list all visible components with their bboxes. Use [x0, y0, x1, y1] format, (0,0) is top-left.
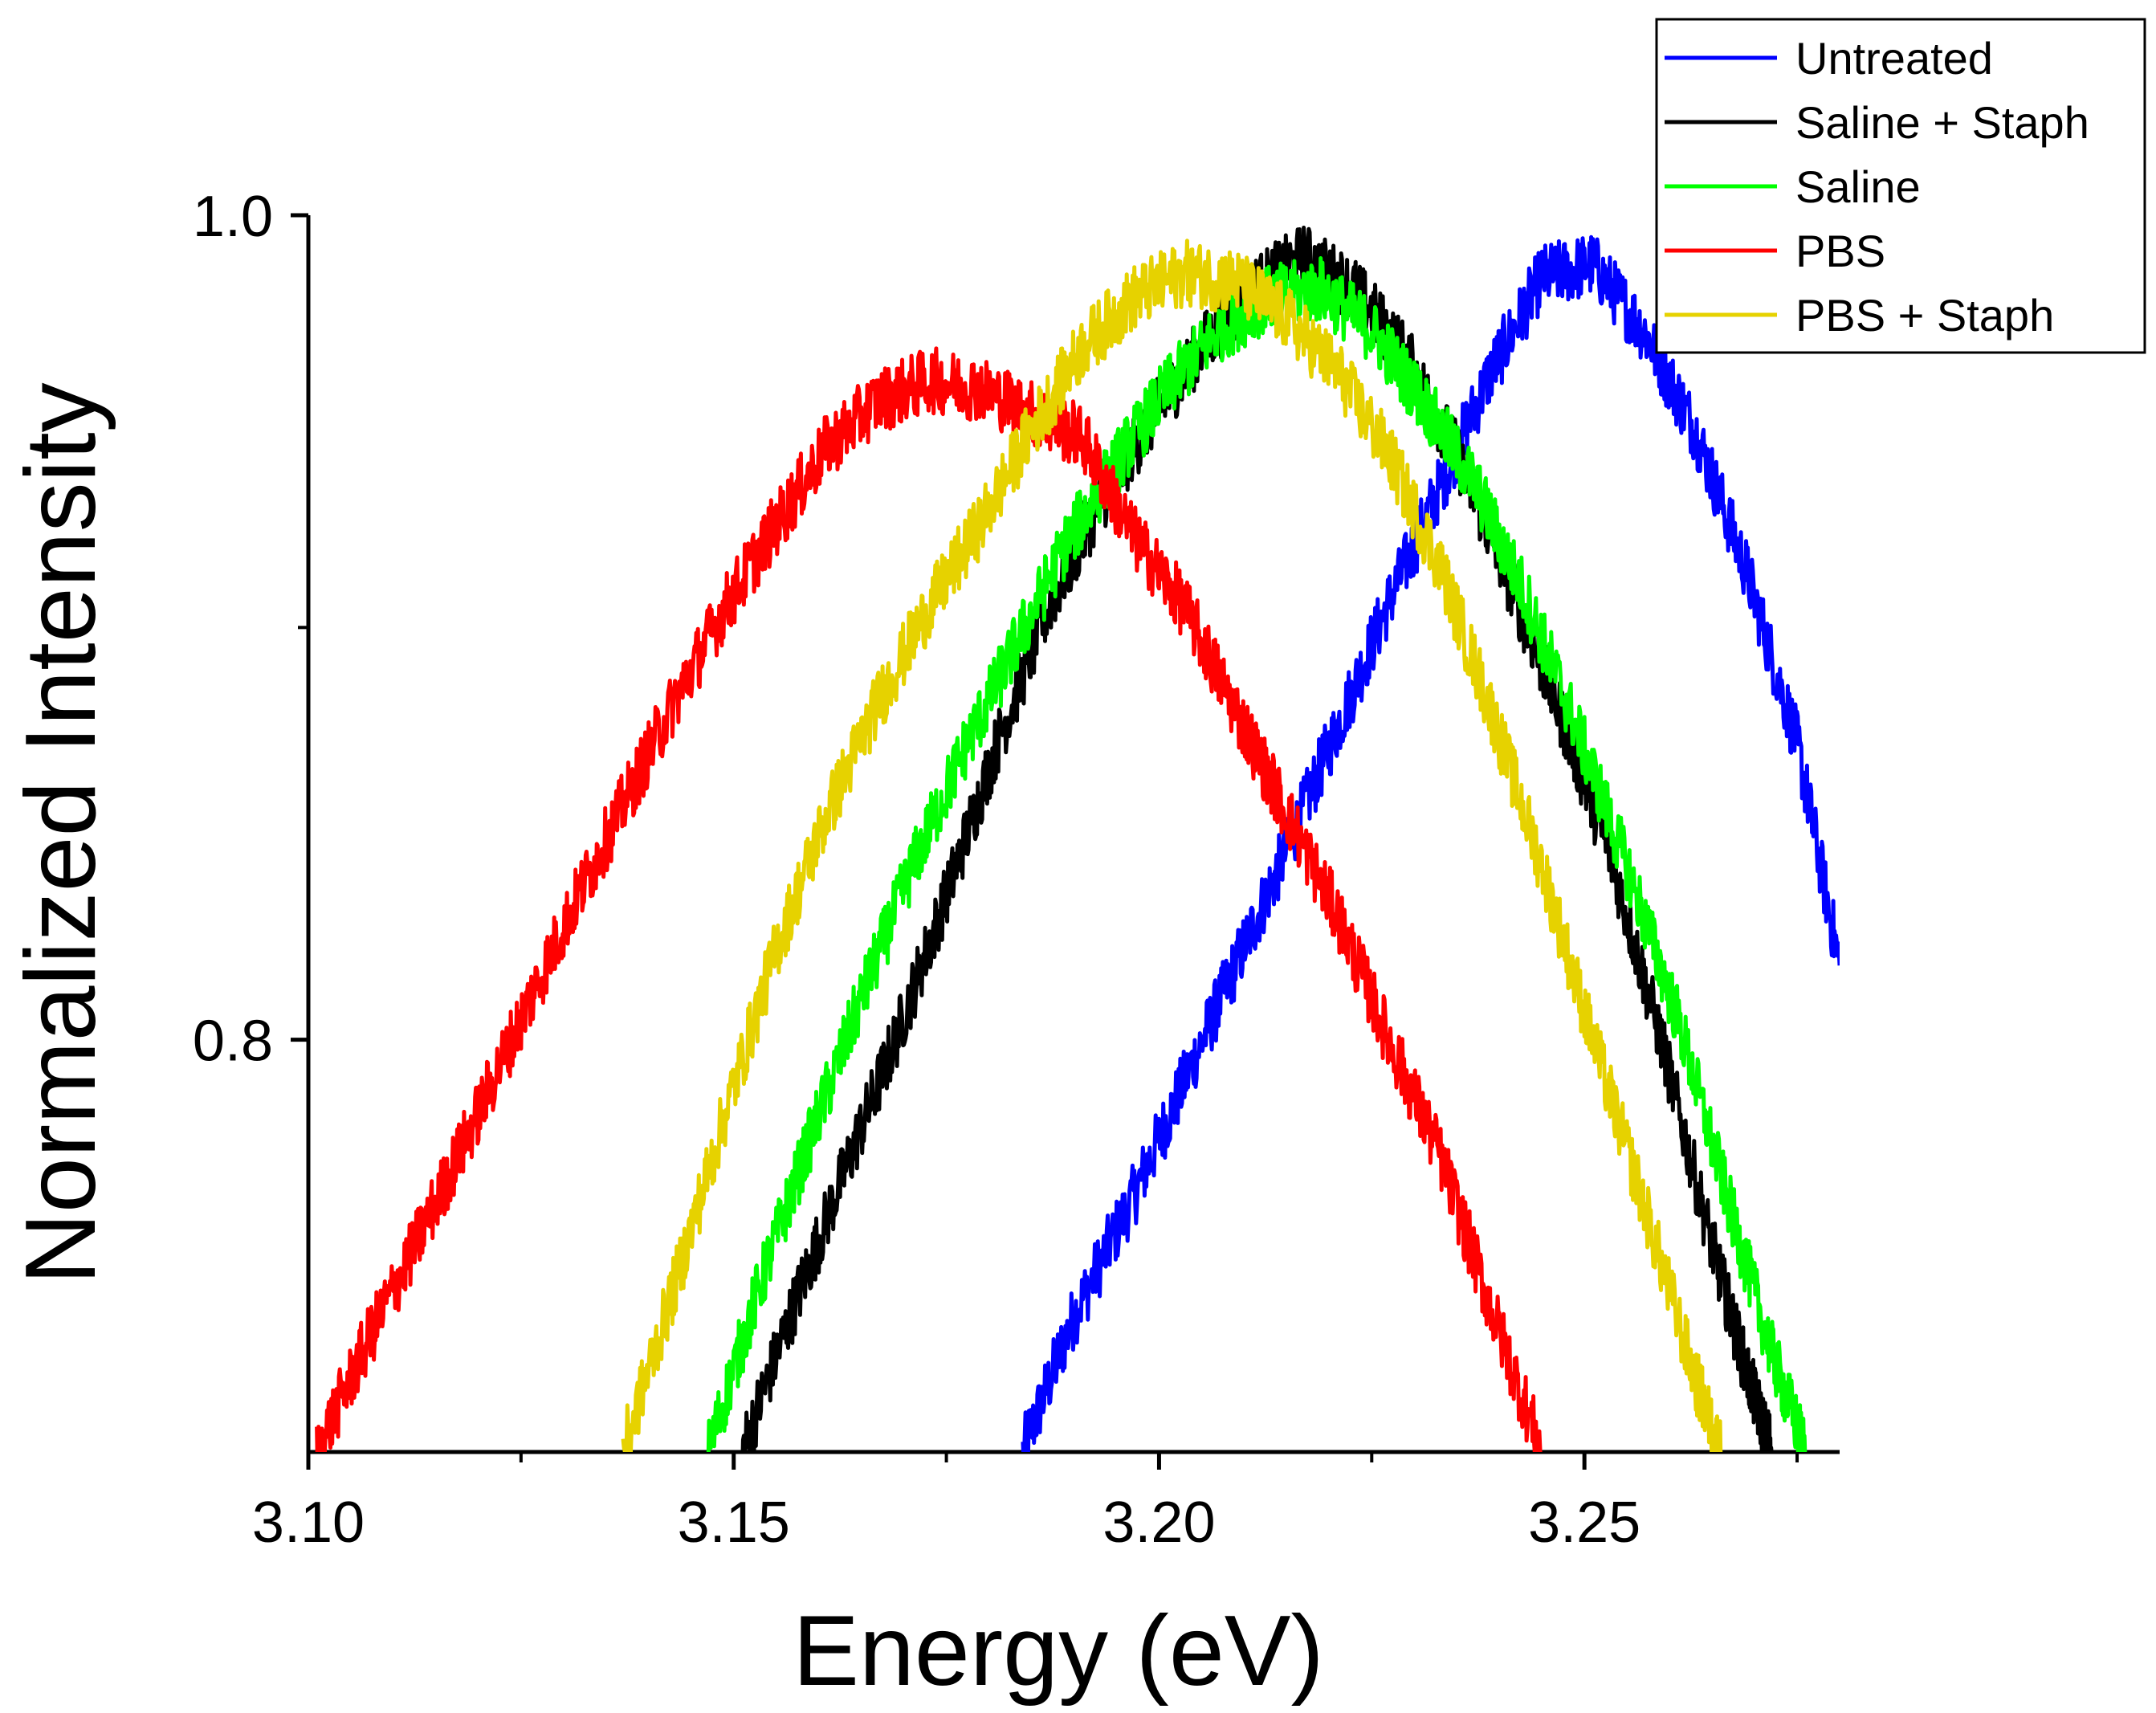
y-tick-label: 1.0 [193, 185, 273, 249]
legend-label: Saline [1795, 161, 1921, 212]
legend-label: Untreated [1795, 33, 1993, 84]
x-axis-title: Energy (eV) [793, 1596, 1324, 1707]
spectrum-chart: 3.10 3.15 3.20 3.25 0.8 1.0 Energy (eV) Norm… [0, 0, 2156, 1713]
legend-label: PBS [1795, 226, 1885, 276]
x-tick-label: 3.20 [1102, 1491, 1215, 1555]
x-tick-label: 3.15 [678, 1491, 790, 1555]
series-layer [317, 228, 1840, 1482]
y-tick-group: 0.8 1.0 [193, 185, 308, 1074]
series-line [317, 349, 1543, 1479]
x-tick-label: 3.10 [252, 1491, 365, 1555]
series-line [708, 259, 1806, 1473]
legend: Untreated Saline + Staph Saline PBS PBS + St… [1657, 19, 2145, 353]
series-line [623, 241, 1721, 1479]
x-tick-label: 3.25 [1528, 1491, 1640, 1555]
y-tick-label: 0.8 [193, 1009, 273, 1074]
y-axis-title: Normalized Intensity [6, 382, 116, 1284]
legend-label: Saline + Staph [1795, 97, 2089, 148]
x-tick-group: 3.10 3.15 3.20 3.25 [252, 1452, 1797, 1555]
legend-label: PBS + Staph [1795, 290, 2054, 341]
